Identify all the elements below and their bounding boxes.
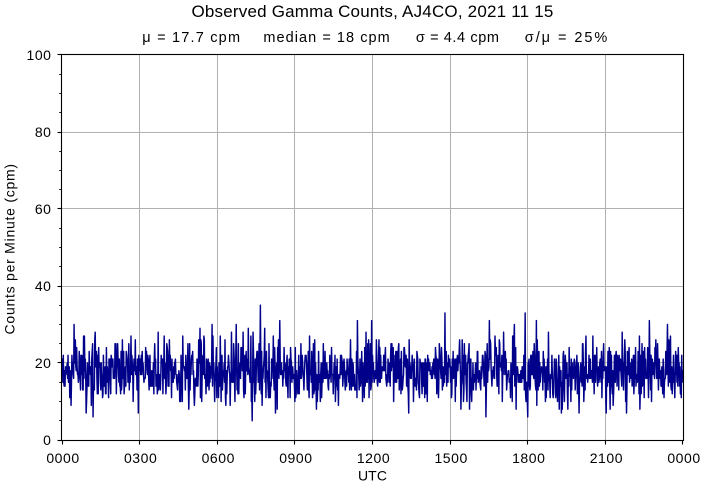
svg-text:2100: 2100: [590, 450, 623, 466]
svg-text:Counts per Minute (cpm): Counts per Minute (cpm): [2, 163, 18, 334]
svg-text:0600: 0600: [202, 450, 235, 466]
svg-text:0: 0: [43, 432, 51, 448]
svg-text:40: 40: [35, 278, 52, 294]
svg-text:0300: 0300: [124, 450, 157, 466]
svg-text:σ = 4.4 cpm: σ = 4.4 cpm: [416, 30, 500, 46]
svg-text:1800: 1800: [512, 450, 545, 466]
svg-text:60: 60: [35, 201, 52, 217]
svg-text:1500: 1500: [434, 450, 467, 466]
svg-text:20: 20: [35, 355, 52, 371]
svg-text:0000: 0000: [667, 450, 700, 466]
svg-text:100: 100: [26, 47, 51, 63]
svg-text:median = 18 cpm: median = 18 cpm: [263, 30, 390, 46]
svg-text:0900: 0900: [279, 450, 312, 466]
svg-text:σ/μ = 25%: σ/μ = 25%: [525, 30, 609, 46]
svg-text:80: 80: [35, 124, 52, 140]
svg-text:UTC: UTC: [358, 468, 387, 484]
svg-text:0000: 0000: [46, 450, 79, 466]
svg-text:1200: 1200: [357, 450, 390, 466]
svg-text:μ = 17.7 cpm: μ = 17.7 cpm: [142, 30, 241, 46]
svg-text:Observed Gamma Counts, AJ4CO,: Observed Gamma Counts, AJ4CO, 2021 11 15: [191, 2, 553, 21]
